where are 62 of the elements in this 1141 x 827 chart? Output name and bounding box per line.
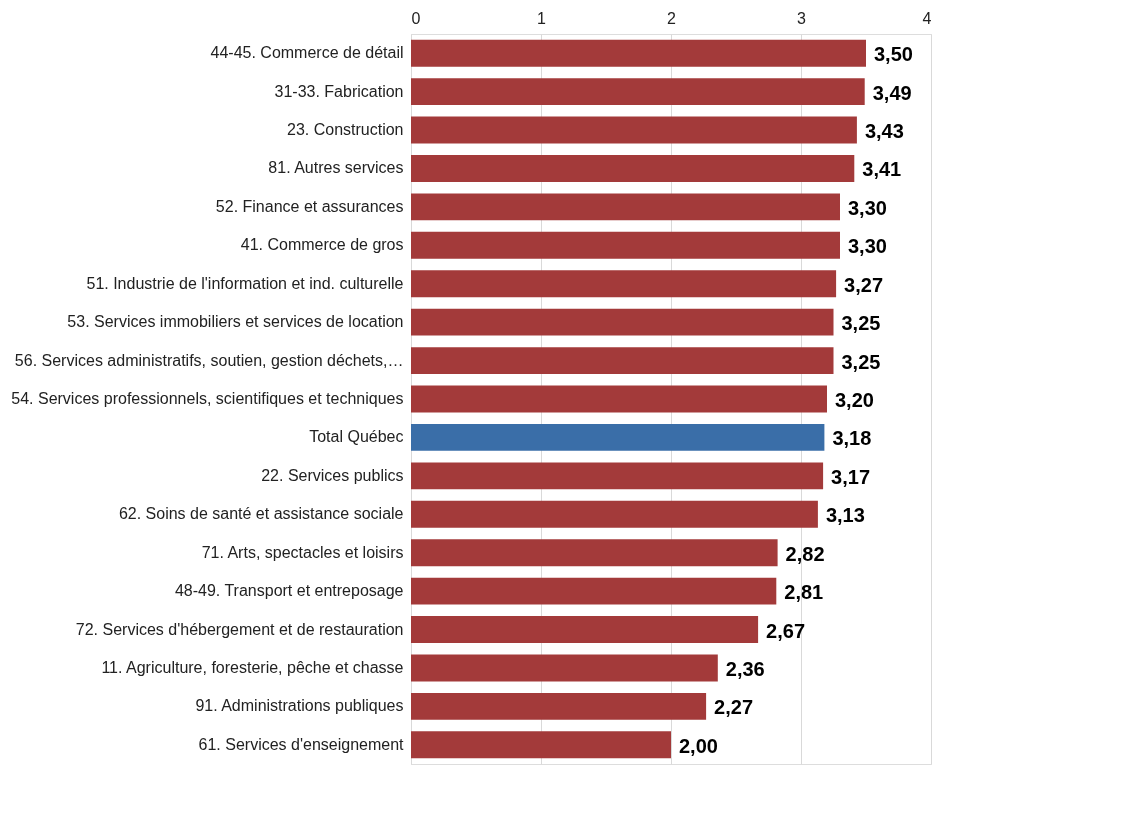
y-tick-label: 41. Commerce de gros — [240, 236, 404, 254]
bar — [411, 577, 777, 605]
bar — [411, 423, 825, 451]
x-tick-label: 2 — [667, 9, 677, 27]
data-label: 3,25 — [841, 312, 881, 335]
bar — [411, 116, 857, 144]
bar — [411, 155, 855, 182]
data-label: 3,30 — [848, 196, 887, 219]
data-label: 3,17 — [831, 465, 871, 488]
data-label: 2,82 — [785, 542, 825, 565]
bar — [411, 462, 824, 490]
y-tick-label: 31-33. Fabrication — [274, 82, 404, 100]
data-label: 2,00 — [679, 734, 718, 757]
data-label: 3,50 — [874, 43, 913, 66]
y-tick-label: 71. Arts, spectacles et loisirs — [201, 543, 404, 561]
data-label: 3,30 — [848, 235, 887, 258]
bar — [411, 231, 840, 259]
x-tick-label: 3 — [797, 9, 807, 27]
y-tick-label: 54. Services professionnels, scientifiques et techniques — [11, 390, 404, 407]
data-label: 2,67 — [766, 619, 806, 642]
y-tick-label: 72. Services d'hébergement et de restauration — [75, 620, 404, 638]
data-label: 2,27 — [714, 696, 754, 719]
y-tick-label: 51. Industrie de l'information et ind. culturelle — [86, 274, 404, 292]
bar — [411, 500, 818, 528]
data-label: 3,43 — [864, 120, 904, 143]
bar — [411, 193, 840, 221]
data-label: 3,25 — [841, 350, 881, 373]
data-label: 3,18 — [832, 427, 872, 450]
bar — [411, 539, 778, 567]
data-label: 3,13 — [825, 504, 865, 527]
data-label: 2,81 — [784, 581, 824, 604]
data-label: 3,49 — [872, 81, 912, 104]
data-label: 2,36 — [725, 657, 765, 680]
data-label: 3,27 — [844, 273, 884, 296]
data-label: 3,20 — [835, 389, 874, 411]
bar — [411, 385, 827, 413]
y-tick-label: 44-45. Commerce de détail — [210, 44, 404, 62]
y-tick-label: 48-49. Transport et entreposage — [174, 582, 404, 600]
y-tick-label: 81. Autres services — [268, 159, 404, 177]
bar — [411, 39, 866, 67]
bar — [411, 654, 718, 682]
y-tick-label: 62. Soins de santé et assistance sociale — [118, 505, 404, 523]
bar — [411, 692, 707, 720]
y-tick-label: 91. Administrations publiques — [195, 697, 404, 715]
bar — [411, 308, 834, 336]
y-tick-label: 53. Services immobiliers et services de location — [67, 313, 404, 331]
x-tick-label: 1 — [537, 9, 547, 27]
bar — [411, 616, 759, 643]
y-tick-label: 22. Services publics — [261, 466, 404, 484]
x-tick-label: 4 — [922, 9, 932, 27]
y-tick-label: Total Québec — [309, 428, 404, 446]
x-tick-label: 0 — [411, 9, 421, 27]
bar — [411, 78, 865, 106]
data-label: 3,41 — [862, 158, 902, 181]
bar — [411, 347, 834, 375]
y-tick-label: 61. Services d'enseignement — [198, 735, 405, 753]
y-tick-label: 56. Services administratifs, soutien, gestion déchets,… — [14, 351, 404, 369]
y-tick-label: 52. Finance et assurances — [215, 197, 404, 215]
y-tick-label: 23. Construction — [286, 121, 404, 139]
bar — [411, 731, 671, 759]
y-tick-label: 11. Agriculture, foresterie, pêche et chasse — [101, 658, 404, 676]
bar — [411, 270, 837, 298]
